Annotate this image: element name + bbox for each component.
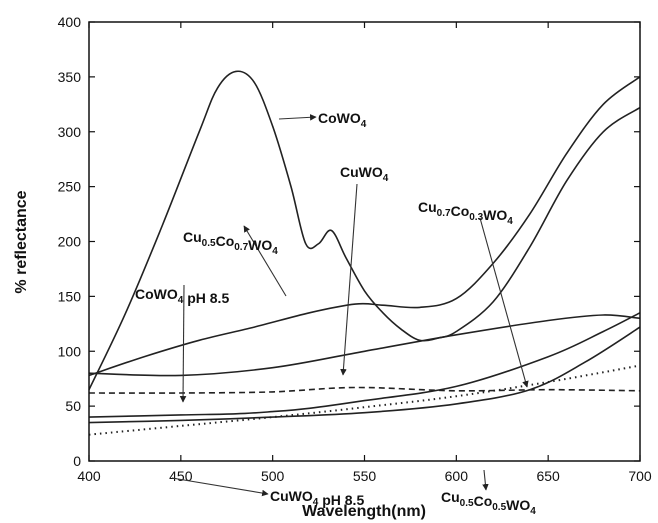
annotation-text: Cu: [441, 489, 460, 505]
annotation-arrow-5: [171, 477, 269, 497]
annotation-subscript: 0.7: [437, 208, 451, 219]
annotation-label-5: CuWO4 pH 8.5: [270, 488, 364, 508]
y-tick-label: 250: [58, 179, 82, 195]
x-tick-label: 600: [445, 468, 469, 484]
annotation-subscript: 0.5: [460, 498, 474, 509]
y-tick-label: 400: [58, 14, 82, 30]
annotation-text: pH 8.5: [183, 290, 229, 306]
annotation-subscript: 0.3: [469, 212, 483, 223]
annotation-arrow-0: [278, 114, 317, 121]
y-tick-label: 350: [58, 69, 82, 85]
series-line-2: [88, 312, 641, 418]
annotation-text: CoWO: [135, 286, 178, 302]
annotation-arrow-1: [340, 183, 358, 376]
annotation-subscript: 4: [383, 173, 389, 184]
annotation-subscript: 4: [272, 246, 278, 257]
series-line-3: [88, 314, 641, 377]
x-tick-label: 650: [536, 468, 560, 484]
x-tick-label: 500: [261, 468, 285, 484]
annotation-text: CuWO: [340, 164, 383, 180]
annotation-text: CoWO: [318, 110, 361, 126]
y-tick-label: 100: [58, 343, 82, 359]
annotation-subscript: 0.7: [234, 242, 248, 253]
annotation-subscript: 0.5: [202, 238, 216, 249]
annotation-subscript: 4: [530, 506, 536, 517]
annotation-arrow-2: [479, 217, 529, 388]
annotation-text: Cu: [418, 199, 437, 215]
y-tick-label: 200: [58, 234, 82, 250]
x-tick-label: 550: [353, 468, 377, 484]
annotation-subscript: 0.5: [492, 502, 506, 513]
annotation-subscript: 4: [361, 119, 367, 130]
x-tick-label: 700: [628, 468, 652, 484]
annotation-subscript: 4: [507, 216, 513, 227]
annotations-group: CoWO4CuWO4Cu0.7Co0.3WO4Cu0.5Co0.7WO4CoWO…: [135, 110, 536, 517]
annotation-text: Co: [474, 493, 493, 509]
annotation-text: Co: [216, 233, 235, 249]
series-line-1: [88, 76, 641, 377]
annotation-subscript: 4: [313, 497, 319, 508]
annotation-arrow-4: [179, 284, 187, 403]
y-tick-label: 50: [65, 398, 81, 414]
x-tick-label: 400: [77, 468, 101, 484]
annotation-text: pH 8.5: [318, 492, 364, 508]
annotation-label-0: CoWO4: [318, 110, 367, 130]
series-line-6: [88, 326, 641, 424]
y-tick-label: 150: [58, 288, 82, 304]
y-axis-label: % reflectance: [13, 190, 30, 293]
annotation-text: Co: [451, 203, 470, 219]
x-tick-label: 450: [169, 468, 193, 484]
annotation-text: WO: [248, 237, 272, 253]
annotation-arrow-3: [243, 225, 287, 297]
x-axis-label: Wavelength(nm): [302, 503, 426, 520]
annotation-subscript: 4: [178, 295, 184, 306]
plot-frame: [88, 21, 641, 462]
annotation-arrow-6: [482, 469, 489, 491]
y-tick-label: 0: [73, 453, 81, 469]
y-tick-label: 300: [58, 124, 82, 140]
series-line-4: [88, 386, 641, 394]
annotation-text: WO: [506, 497, 530, 513]
annotation-label-6: Cu0.5Co0.5WO4: [441, 489, 536, 517]
series-group: [88, 70, 641, 436]
annotation-text: WO: [483, 207, 507, 223]
annotation-label-3: Cu0.5Co0.7WO4: [183, 229, 278, 257]
series-line-0: [88, 70, 641, 391]
annotation-label-4: CoWO4 pH 8.5: [135, 286, 229, 306]
annotation-label-1: CuWO4: [340, 164, 389, 184]
annotation-text: CuWO: [270, 488, 313, 504]
x-axis-ticks: 400 450 500 550 600 650 700: [77, 22, 652, 484]
annotation-label-2: Cu0.7Co0.3WO4: [418, 199, 513, 227]
y-axis-ticks: 0 50 100 150 200 250 300 350 400: [58, 14, 640, 469]
annotation-text: Cu: [183, 229, 202, 245]
